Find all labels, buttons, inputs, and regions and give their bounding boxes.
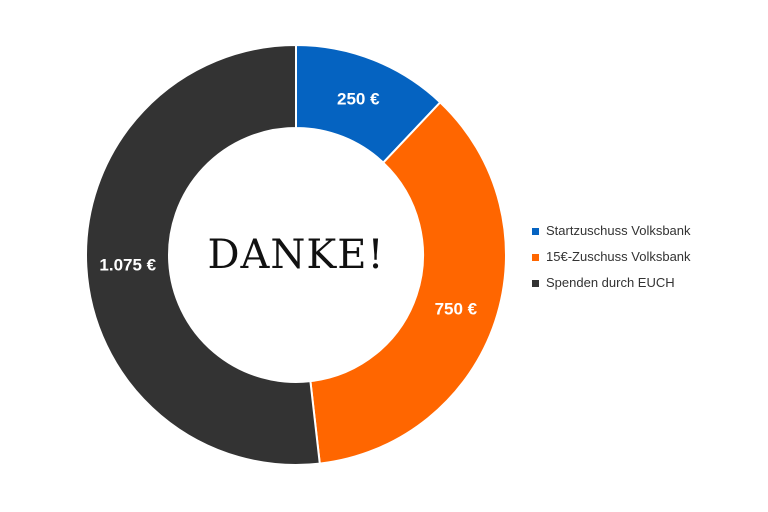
slice-data-label: 250 € — [337, 89, 380, 108]
slices-group — [85, 43, 507, 466]
legend-label: Spenden durch EUCH — [546, 275, 675, 290]
donut-slice — [309, 100, 507, 465]
legend-label: 15€-Zuschuss Volksbank — [546, 249, 691, 264]
legend-swatch — [532, 253, 539, 261]
center-text: DANKE! — [207, 232, 384, 278]
legend-item: Startzuschuss Volksbank — [532, 222, 691, 240]
legend-item: 15€-Zuschuss Volksbank — [532, 248, 691, 266]
slice-data-label: 1.075 € — [99, 256, 156, 275]
legend-item: Spenden durch EUCH — [532, 274, 691, 292]
chart-legend: Startzuschuss Volksbank 15€-Zuschuss Volk… — [532, 222, 691, 292]
slice-labels-group: 250 € 750 € 1.075 € — [99, 89, 477, 318]
slice-data-label: 750 € — [435, 299, 478, 318]
legend-swatch — [532, 279, 539, 287]
donut-slice — [85, 43, 321, 466]
legend-swatch — [532, 227, 539, 235]
legend-label: Startzuschuss Volksbank — [546, 223, 691, 238]
